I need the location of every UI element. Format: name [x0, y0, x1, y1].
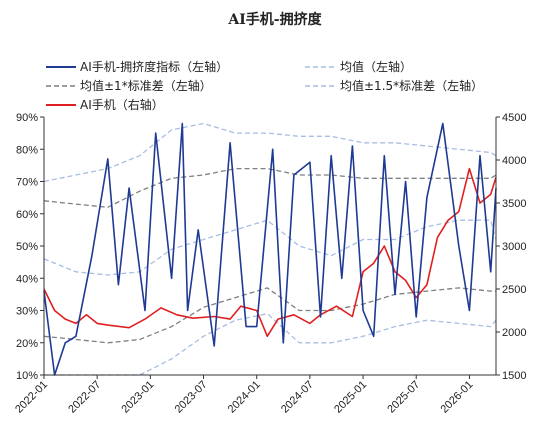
right-tick-label: 4500 [502, 112, 526, 124]
x-tick-label: 2024-07 [279, 379, 316, 416]
left-tick-label: 30% [16, 306, 38, 318]
right-tick-label: 4000 [502, 155, 526, 167]
legend-entry-main: AI手机-拥挤度指标（左轴） [46, 59, 228, 74]
legend-label-main: AI手机-拥挤度指标（左轴） [80, 59, 228, 74]
right-tick-label: 3000 [502, 241, 526, 253]
left-tick-label: 80% [16, 144, 38, 156]
legend-entry-std1: 均值±1*标准差（左轴） [46, 78, 212, 93]
right-tick-label: 2000 [502, 327, 526, 339]
series-line-2 [43, 167, 497, 208]
legend-label-price: AI手机（右轴） [80, 97, 164, 112]
x-tick-label: 2025-07 [385, 379, 422, 416]
legend: AI手机-拥挤度指标（左轴） 均值（左轴） 均值±1*标准差（左轴） 均值±1.… [46, 59, 483, 112]
left-tick-label: 60% [16, 209, 38, 221]
series-line-4 [43, 122, 497, 183]
x-tick-label: 2026-01 [438, 379, 475, 416]
chart-title: AI手机-拥挤度 [227, 11, 322, 28]
series-line-0 [43, 122, 497, 376]
x-tick-label: 2023-07 [173, 379, 210, 416]
right-tick-label: 2500 [502, 284, 526, 296]
x-tick-label: 2024-01 [226, 379, 263, 416]
left-tick-label: 20% [16, 338, 38, 350]
right-tick-label: 1500 [502, 370, 526, 382]
series-line-6 [43, 167, 497, 338]
right-tick-label: 3500 [502, 198, 526, 210]
x-tick-label: 2023-01 [119, 379, 156, 416]
left-tick-label: 70% [16, 177, 38, 189]
x-tick-label: 2025-01 [332, 379, 369, 416]
legend-label-std1: 均值±1*标准差（左轴） [80, 78, 212, 93]
plot-area [43, 122, 497, 376]
left-tick-label: 90% [16, 112, 38, 124]
series-line-5 [44, 313, 497, 376]
legend-entry-mean: 均值（左轴） [305, 59, 412, 74]
series-line-3 [43, 287, 496, 344]
x-tick-label: 2022-01 [13, 379, 50, 416]
legend-entry-std15: 均值±1.5*标准差（左轴） [305, 78, 483, 93]
left-tick-label: 10% [16, 370, 38, 382]
series-line-1 [43, 219, 497, 276]
left-tick-label: 50% [16, 241, 38, 253]
legend-entry-price: AI手机（右轴） [46, 97, 164, 112]
left-tick-label: 40% [16, 273, 38, 285]
legend-label-std15: 均值±1.5*标准差（左轴） [340, 78, 483, 93]
legend-label-mean: 均值（左轴） [340, 59, 412, 74]
x-tick-label: 2022-07 [66, 379, 103, 416]
